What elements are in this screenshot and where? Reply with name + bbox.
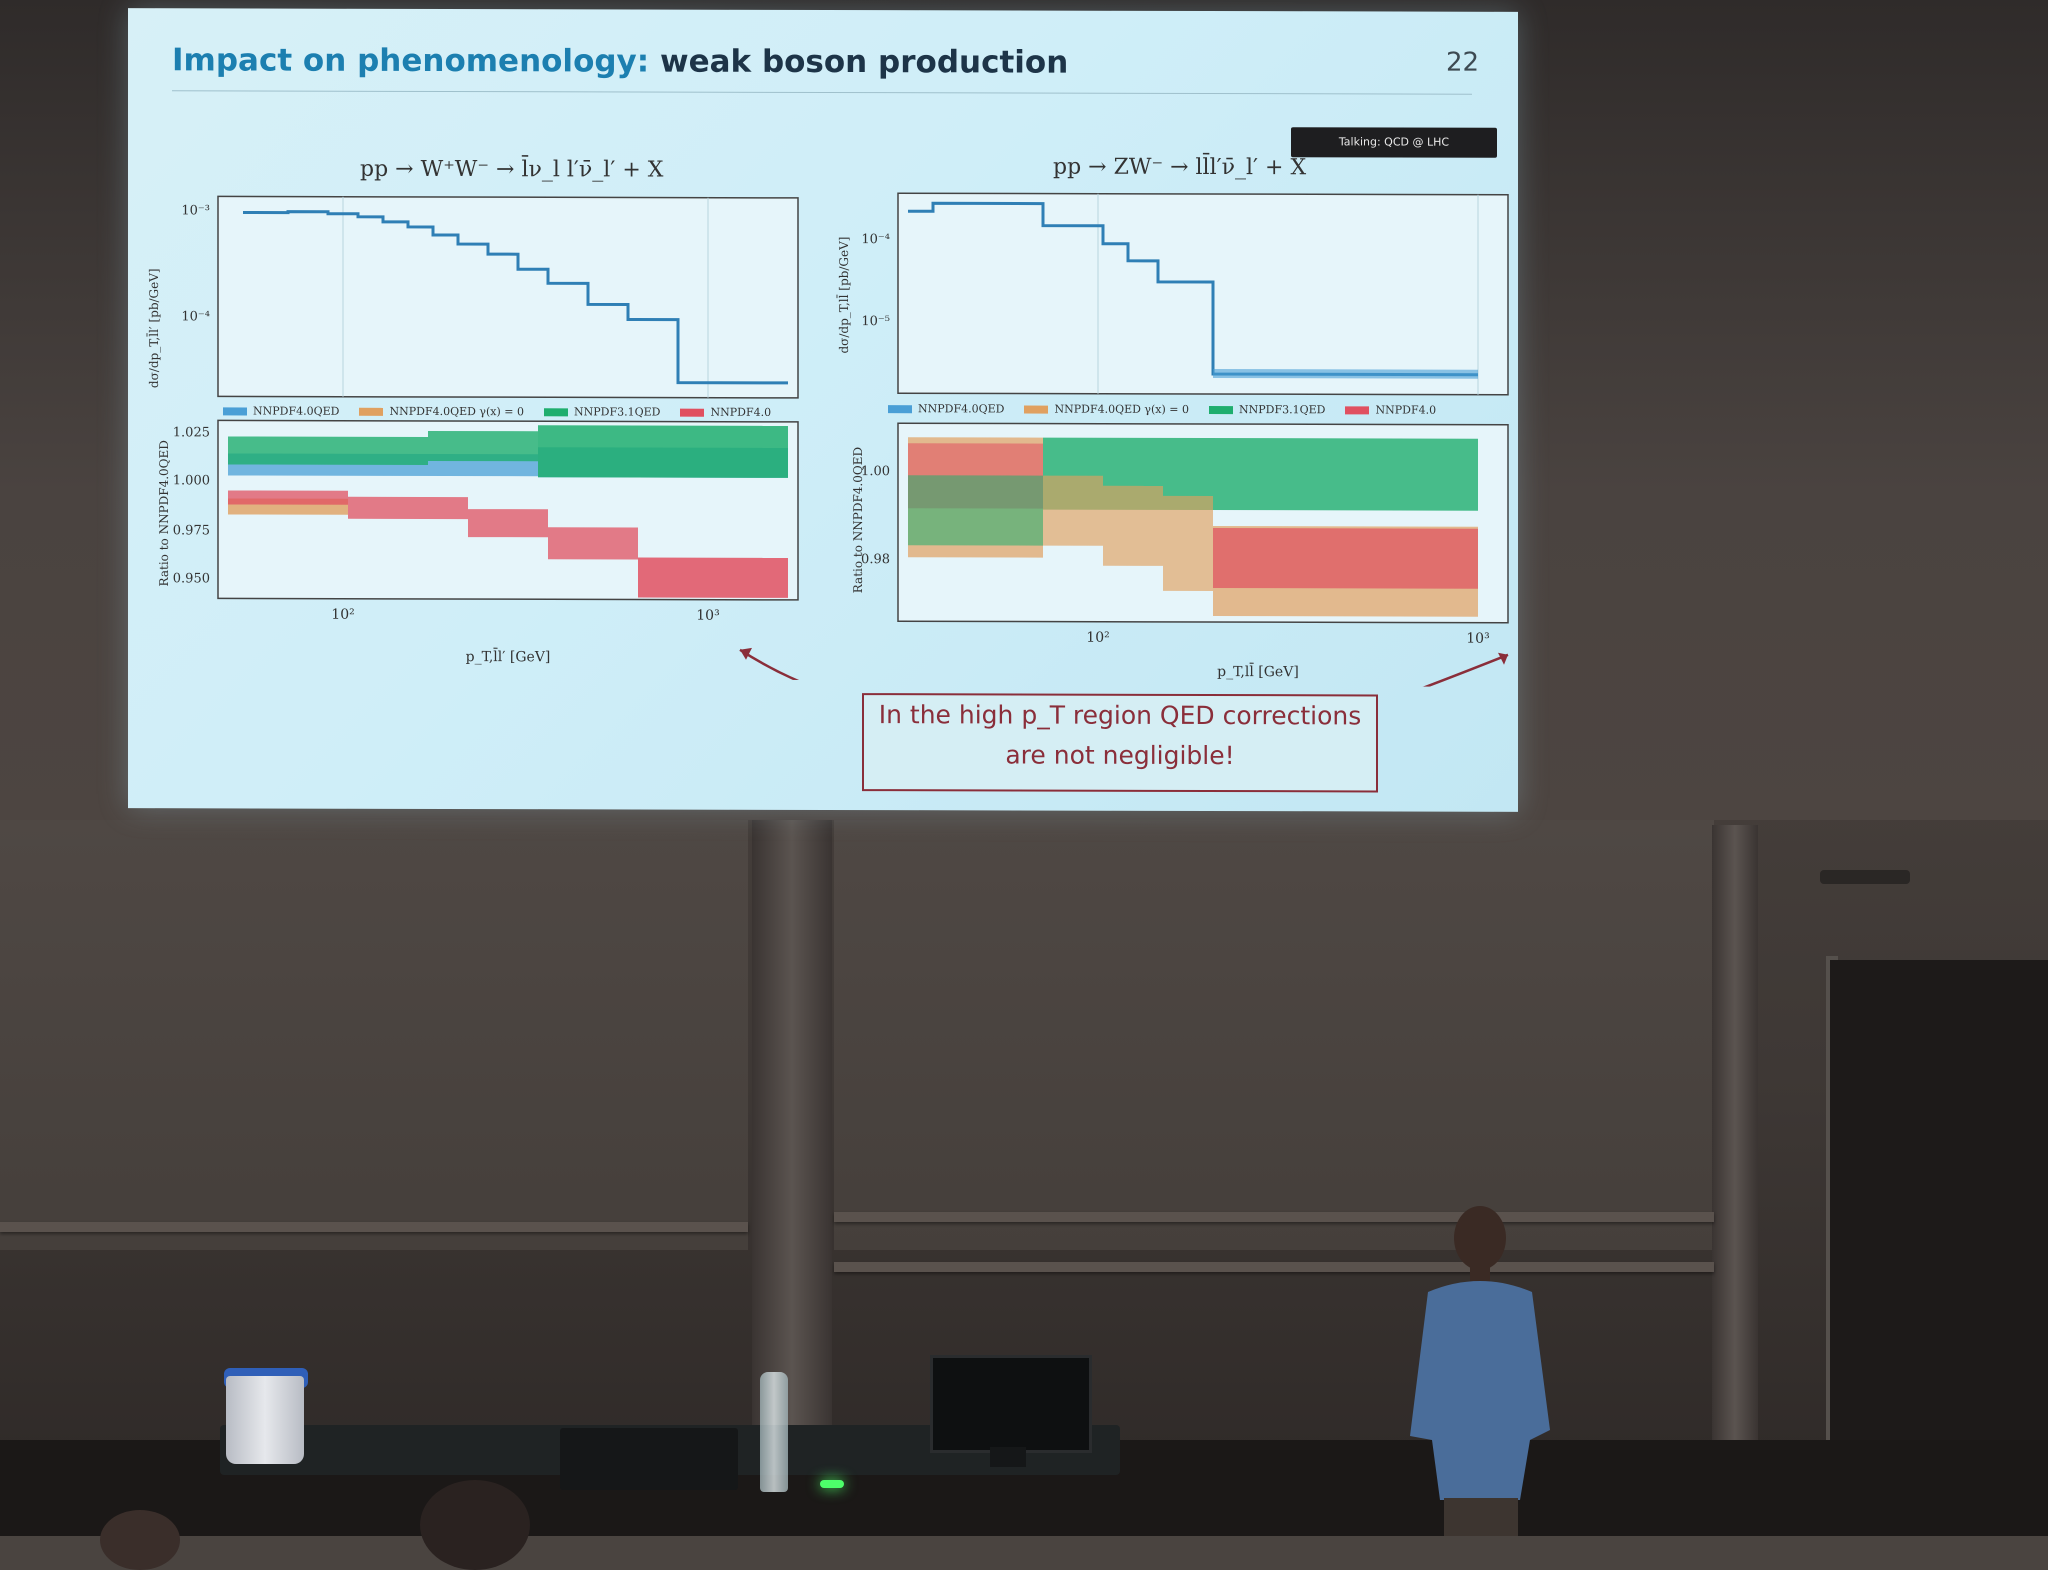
left-bottom-tick-0: 1.025 [173, 425, 210, 440]
speaker-head [1454, 1206, 1506, 1270]
slide-title: Impact on phenomenology: weak boson prod… [172, 42, 1068, 80]
left-band-nnpdf31qed-c [538, 425, 788, 478]
legend-item: NNPDF4.0QED [223, 404, 340, 418]
left-x-tick-0: 10² [331, 607, 354, 623]
left-x-tick-1: 10³ [696, 608, 719, 624]
left-band-nnpdf40-d [548, 527, 638, 560]
right-x-tick-0: 10² [1086, 630, 1109, 646]
left-bottom-tick-3: 0.950 [173, 571, 210, 586]
legend-swatch [359, 407, 384, 416]
projected-slide: Impact on phenomenology: weak boson prod… [128, 8, 1518, 812]
right-top-tick-0: 10⁻⁴ [861, 232, 890, 247]
desk-monitor [930, 1355, 1092, 1453]
left-bottom-tick-2: 0.975 [173, 523, 210, 538]
callout-box: In the high p_T region QED corrections a… [862, 693, 1378, 793]
wall-fixture [1820, 870, 1910, 884]
left-top-axes [217, 195, 799, 399]
legend-label: NNPDF3.1QED [574, 405, 661, 419]
right-arrowhead [1498, 652, 1508, 665]
callout-line-1: In the high p_T region QED corrections [878, 700, 1362, 731]
legend-swatch [544, 407, 568, 416]
left-bottom-tick-1: 1.000 [173, 473, 210, 488]
left-band-nnpdf31qed [228, 436, 428, 465]
left-xlabel: p_T,l̄l′ [GeV] [466, 647, 551, 665]
right-top-histogram [908, 201, 1478, 377]
board-frame-right [1712, 825, 1758, 1440]
legend-item: NNPDF3.1QED [544, 405, 661, 419]
right-top-ylabel: dσ/dp_T,ll̄ [pb/GeV] [835, 237, 851, 354]
left-top-tick-1: 10⁻⁴ [181, 309, 210, 324]
device-status-light [820, 1480, 844, 1488]
desk-equipment [560, 1428, 738, 1490]
left-callout-arrow [739, 648, 808, 680]
monitor-stand [990, 1447, 1026, 1467]
wipes-container [226, 1376, 304, 1464]
left-bottom-ylabel: Ratio to NNPDF4.0QED [157, 440, 171, 586]
callout-line-2: are not negligible! [1005, 740, 1235, 771]
left-band-nnpdf40 [228, 490, 348, 505]
slide-number: 22 [1446, 47, 1480, 78]
right-top-band [1213, 369, 1478, 379]
legend-swatch [680, 408, 705, 417]
legend-item: NNPDF4.0QED γ(x) = 0 [359, 405, 524, 418]
right-xlabel: p_T,ll̄ [GeV] [1217, 662, 1299, 680]
left-legend: NNPDF4.0QED NNPDF4.0QED γ(x) = 0 NNPDF3.… [223, 404, 771, 419]
speaker-trousers [1444, 1498, 1518, 1536]
left-top-ylabel: dσ/dp_T,l̄l′ [pb/GeV] [145, 268, 161, 388]
audience-head [420, 1480, 530, 1570]
water-bottle [760, 1372, 788, 1492]
title-divider [172, 90, 1472, 95]
talk-badge: Talking: QCD @ LHC [1291, 127, 1497, 158]
legend-swatch [223, 406, 247, 415]
left-top-histogram [243, 210, 788, 385]
speaker-neck [1470, 1264, 1490, 1282]
left-band-nnpdf40-c [468, 509, 548, 538]
audience-head [100, 1510, 180, 1570]
left-plot-group: 10⁻³ 10⁻⁴ dσ/dp_T,l̄l′ [pb/GeV] 1.025 1.… [145, 195, 808, 680]
right-bottom-tick-1: 0.98 [861, 552, 890, 567]
legend-item: NNPDF4.0 [680, 406, 771, 419]
chalk-rail-right [834, 1212, 1714, 1222]
left-band-nnpdf31qed-b [428, 430, 538, 462]
chalkboard-left [0, 820, 748, 1250]
right-top-axes [897, 192, 1509, 396]
chalk-rail-left [0, 1222, 748, 1232]
right-callout-arrow [1372, 653, 1509, 687]
left-top-tick-0: 10⁻³ [181, 203, 210, 218]
right-band-nnpdf31qed [908, 475, 1043, 546]
slide-title-rest: weak boson production [649, 43, 1069, 81]
right-band-nogamma-c [1103, 485, 1163, 566]
right-band-nnpdf40-b [1213, 528, 1478, 589]
left-arrowhead [740, 647, 752, 660]
right-bottom-ylabel: Ratio to NNPDF4.0QED [851, 447, 865, 593]
legend-label: NNPDF4.0QED [253, 404, 340, 418]
right-band-nogamma-b [1043, 475, 1103, 546]
legend-label: NNPDF4.0 [710, 405, 772, 419]
board-divider [752, 820, 832, 1440]
speaker-person [1410, 1206, 1550, 1536]
right-plot-group: 10⁻⁴ 10⁻⁵ dσ/dp_T,ll̄ [pb/GeV] 1.00 0.98… [835, 192, 1509, 687]
chalkboard-right [834, 820, 1714, 1250]
legend-label: NNPDF4.0QED γ(x) = 0 [389, 404, 524, 419]
right-bottom-tick-0: 1.00 [861, 464, 890, 479]
left-band-nnpdf40-e [638, 557, 788, 598]
right-band-nogamma-d [1163, 495, 1213, 592]
board-lower-rail [834, 1262, 1714, 1272]
right-top-tick-1: 10⁻⁵ [861, 314, 890, 329]
right-x-tick-1: 10³ [1466, 631, 1489, 647]
left-band-nnpdf40-b [348, 496, 468, 520]
speaker-shirt [1410, 1281, 1550, 1500]
slide-title-accent: Impact on phenomenology: [172, 42, 650, 80]
